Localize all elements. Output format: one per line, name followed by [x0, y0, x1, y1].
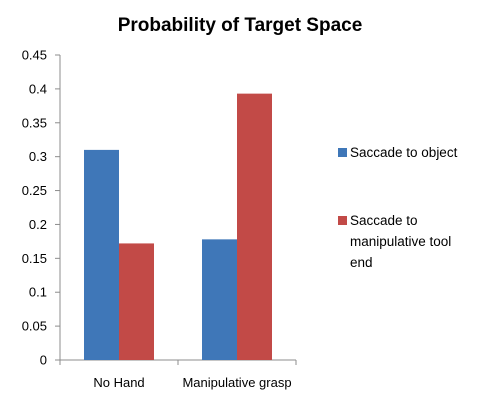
- chart-title: Probability of Target Space: [118, 15, 363, 36]
- y-tick-label: 0.4: [29, 81, 47, 96]
- bar: [237, 93, 272, 360]
- y-tick-label: 0.1: [29, 285, 47, 300]
- legend-label-line: Saccade to object: [350, 145, 458, 160]
- bar: [202, 239, 237, 360]
- legend-label-line: end: [350, 255, 373, 270]
- y-tick-label: 0.05: [22, 319, 47, 334]
- x-tick-label: No Hand: [93, 375, 144, 390]
- y-tick-label: 0: [40, 353, 47, 368]
- bar: [119, 243, 154, 360]
- y-tick-label: 0.35: [22, 115, 47, 130]
- legend-label-line: manipulative tool: [350, 234, 451, 249]
- legend-swatch: [338, 148, 347, 157]
- legend-label: Saccade to object: [350, 145, 458, 160]
- legend-label: Saccade to manipulative tool end: [350, 213, 451, 270]
- plot-area: 0 0.05 0.1 0.15 0.2 0.25 0.3 0.35 0.4 0.45 No Hand…: [22, 48, 297, 390]
- y-tick-label: 0.25: [22, 183, 47, 198]
- legend-label-line: Saccade to: [350, 213, 418, 228]
- x-tick-label: Manipulative grasp: [182, 375, 291, 390]
- legend-swatch: [338, 216, 347, 225]
- y-tick-label: 0.15: [22, 251, 47, 266]
- legend: Saccade to object Saccade to manipulative …: [338, 145, 458, 270]
- y-tick-label: 0.3: [29, 149, 47, 164]
- y-tick-label: 0.2: [29, 217, 47, 232]
- y-tick-label: 0.45: [22, 48, 47, 63]
- bar: [84, 149, 119, 360]
